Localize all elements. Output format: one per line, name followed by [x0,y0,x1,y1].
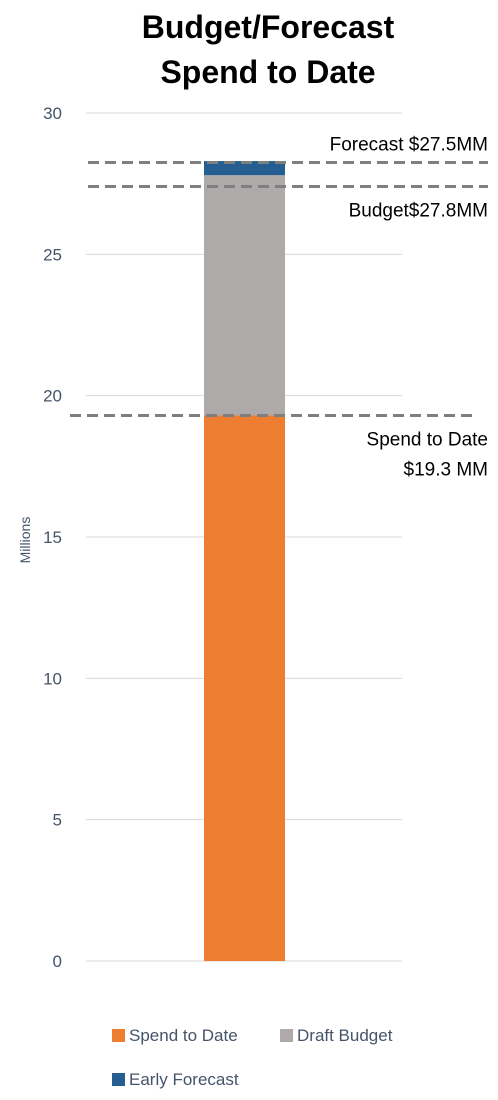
bar-segment-draft-budget [204,175,285,416]
reference-line-label: Budget$27.8MM [349,200,488,221]
chart-title-line-1: Budget/Forecast [142,9,395,45]
legend-item-spend-to-date: Spend to Date [112,1026,238,1045]
y-axis-ticks: 0 5 10 15 20 25 30 [43,104,62,971]
legend: Spend to Date Draft Budget Early Forecast [112,1026,393,1089]
y-tick-label: 10 [43,669,62,688]
y-tick-label: 25 [43,245,62,264]
legend-swatch [112,1029,125,1042]
legend-label: Spend to Date [129,1026,238,1045]
y-axis-label: Millions [17,517,33,564]
legend-label: Draft Budget [297,1026,393,1045]
bar-segment-spend-to-date [204,415,285,961]
reference-line-label: Spend to Date [367,429,488,450]
bar-segment-early-forecast [204,161,285,176]
chart-title: Budget/Forecast Spend to Date [142,9,395,90]
reference-line-label: Forecast $27.5MM [330,134,488,155]
reference-line-label: $19.3 MM [404,459,488,480]
legend-item-draft-budget: Draft Budget [280,1026,393,1045]
legend-item-early-forecast: Early Forecast [112,1070,239,1089]
stacked-bar [204,161,285,961]
legend-label: Early Forecast [129,1070,239,1089]
legend-swatch [112,1073,125,1086]
reference-lines: Forecast $27.5MM Budget$27.8MM Spend to Da… [70,134,488,480]
y-tick-label: 0 [53,952,62,971]
y-tick-label: 20 [43,387,62,406]
y-tick-label: 15 [43,528,62,547]
y-tick-label: 5 [53,811,62,830]
legend-swatch [280,1029,293,1042]
y-tick-label: 30 [43,104,62,123]
chart-title-line-2: Spend to Date [160,54,375,90]
